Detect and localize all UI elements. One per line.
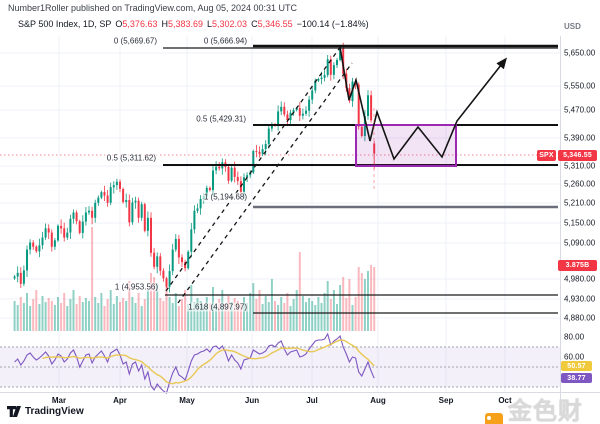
symbol-legend: S&P 500 Index, 1D, SP O5,376.63 H5,383.69 L… — [18, 19, 369, 29]
ohlc-value: 5,376.63 — [122, 19, 158, 29]
time-axis-label: Jun — [244, 396, 260, 405]
time-axis-label: Apr — [113, 396, 127, 405]
time-axis-label: Oct — [498, 396, 512, 405]
time-axis-label: Sep — [438, 396, 454, 405]
ohlc-value: 5,346.55 — [257, 19, 293, 29]
price-axis-label: 4,930.00 — [564, 294, 596, 304]
watermark-text: 金色财经 — [507, 398, 583, 424]
price-axis-label: 4,880.00 — [564, 313, 596, 323]
price-axis-label: 5,470.00 — [564, 105, 596, 115]
price-axis-label: 5,550.00 — [564, 81, 596, 91]
fib-level-label: 0 (5,669.67) — [111, 36, 159, 46]
jinse-watermark: 金色财经 — [478, 391, 600, 424]
change-value: −100.14 (−1.84%) — [296, 19, 369, 29]
fib-level-label: 0 (5,666.94) — [201, 36, 249, 46]
time-scale-divider[interactable] — [0, 392, 600, 393]
ohlc-value: 5,383.69 — [167, 19, 204, 29]
ohlc-values: O5,376.63 H5,383.69 L5,302.03 C5,346.55 — [111, 19, 292, 29]
price-axis-label: 4,980.00 — [564, 274, 596, 284]
time-axis-label: May — [179, 396, 195, 405]
rsi-axis-label: 80.00 — [564, 332, 585, 342]
publish-byline: Number1Roller published on TradingView.c… — [8, 3, 298, 13]
ohlc-key: H — [161, 19, 168, 29]
rsi-ma-badge: 50.57 — [561, 361, 592, 371]
price-axis-label: 5,390.00 — [564, 133, 596, 143]
price-axis-label: 5,260.00 — [564, 179, 596, 189]
tradingview-logo[interactable]: TradingView — [7, 406, 84, 417]
tradingview-logo-text: TradingView — [25, 406, 84, 417]
ohlc-key: O — [115, 19, 123, 29]
jinse-logo-icon — [478, 412, 503, 424]
fib-level-label: 1 (4,953.56) — [112, 282, 160, 292]
time-axis-label: Aug — [370, 396, 386, 405]
ohlc-key: C — [251, 19, 258, 29]
price-axis-label: 5,210.00 — [564, 198, 596, 208]
fib-level-label: 1.618 (4,897.97) — [186, 302, 249, 312]
ohlc-value: 5,302.03 — [212, 19, 248, 29]
price-axis-label: 5,650.00 — [564, 48, 596, 58]
rsi-axis-label: 60.00 — [564, 352, 585, 362]
spx-symbol-badge: SPX — [537, 150, 556, 161]
price-axis-label: 5,090.00 — [564, 238, 596, 248]
tradingview-logo-icon — [7, 406, 21, 417]
fib-level-label: 1 (5,194.68) — [201, 192, 249, 202]
fib-level-label: 0.5 (5,429.31) — [194, 114, 248, 124]
price-axis-label: 5,310.00 — [564, 161, 596, 171]
price-scale-divider[interactable] — [560, 36, 561, 410]
fib-level-label: 0.5 (5,311.62) — [104, 153, 158, 163]
rsi-badge: 38.77 — [561, 373, 592, 383]
time-axis-label: Mar — [51, 396, 67, 405]
time-axis-label: Jul — [306, 396, 318, 405]
ohlc-key: L — [207, 19, 213, 29]
spx-price-badge: 5,346.55 — [558, 150, 597, 161]
symbol-title: S&P 500 Index, 1D, SP — [18, 19, 112, 29]
currency-label: USD — [564, 22, 581, 31]
price-axis-label: 5,150.00 — [564, 218, 596, 228]
volume-badge: 3.875B — [558, 260, 597, 271]
